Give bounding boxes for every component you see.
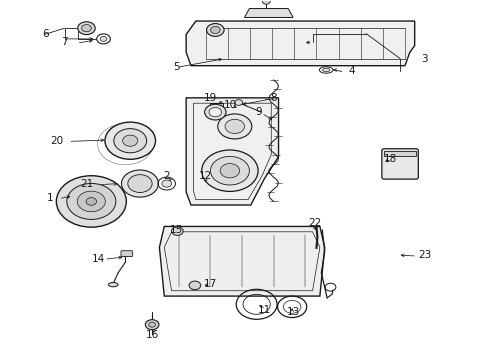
Text: 19: 19 [203,93,217,103]
Circle shape [122,135,138,146]
Circle shape [208,108,221,117]
Circle shape [171,227,183,235]
FancyBboxPatch shape [381,149,417,179]
Text: 18: 18 [383,154,396,163]
Text: 4: 4 [347,66,354,76]
Circle shape [262,0,270,4]
Circle shape [162,180,171,187]
Text: 21: 21 [80,179,93,189]
Text: 3: 3 [420,54,427,64]
Ellipse shape [108,283,118,287]
Polygon shape [159,226,324,296]
Text: 22: 22 [308,218,321,228]
Circle shape [81,24,91,32]
Circle shape [217,114,251,139]
Bar [384,150,415,156]
Circle shape [121,170,158,197]
Polygon shape [186,21,414,66]
Text: 6: 6 [42,28,48,39]
Circle shape [210,26,220,33]
Circle shape [86,198,97,205]
Circle shape [148,322,155,327]
Circle shape [189,281,201,290]
Circle shape [105,122,155,159]
Text: 15: 15 [169,225,183,235]
Circle shape [56,176,126,227]
Circle shape [114,129,146,153]
Text: 8: 8 [270,93,276,103]
Text: 9: 9 [255,107,262,117]
Text: 7: 7 [61,37,68,48]
Circle shape [77,191,105,212]
Circle shape [145,320,159,330]
FancyBboxPatch shape [121,251,132,256]
Circle shape [127,175,152,193]
Text: 14: 14 [92,253,105,264]
Text: 20: 20 [51,136,64,146]
Circle shape [210,157,249,185]
Text: 16: 16 [145,330,159,341]
Text: 11: 11 [257,305,270,315]
Circle shape [206,23,224,36]
Circle shape [204,104,225,120]
Polygon shape [186,98,278,205]
Text: 2: 2 [163,171,170,181]
Text: 23: 23 [417,250,430,260]
Circle shape [67,184,116,220]
Text: 10: 10 [223,100,236,110]
Circle shape [234,100,242,105]
Text: 17: 17 [203,279,217,289]
Circle shape [220,163,239,178]
Polygon shape [244,9,292,18]
Text: 12: 12 [199,171,212,181]
Circle shape [78,22,95,35]
Ellipse shape [322,68,329,72]
Text: 1: 1 [46,193,53,203]
Circle shape [201,150,258,192]
Text: 13: 13 [286,307,299,317]
Circle shape [224,119,244,134]
Circle shape [100,36,107,41]
Text: 5: 5 [173,63,180,72]
